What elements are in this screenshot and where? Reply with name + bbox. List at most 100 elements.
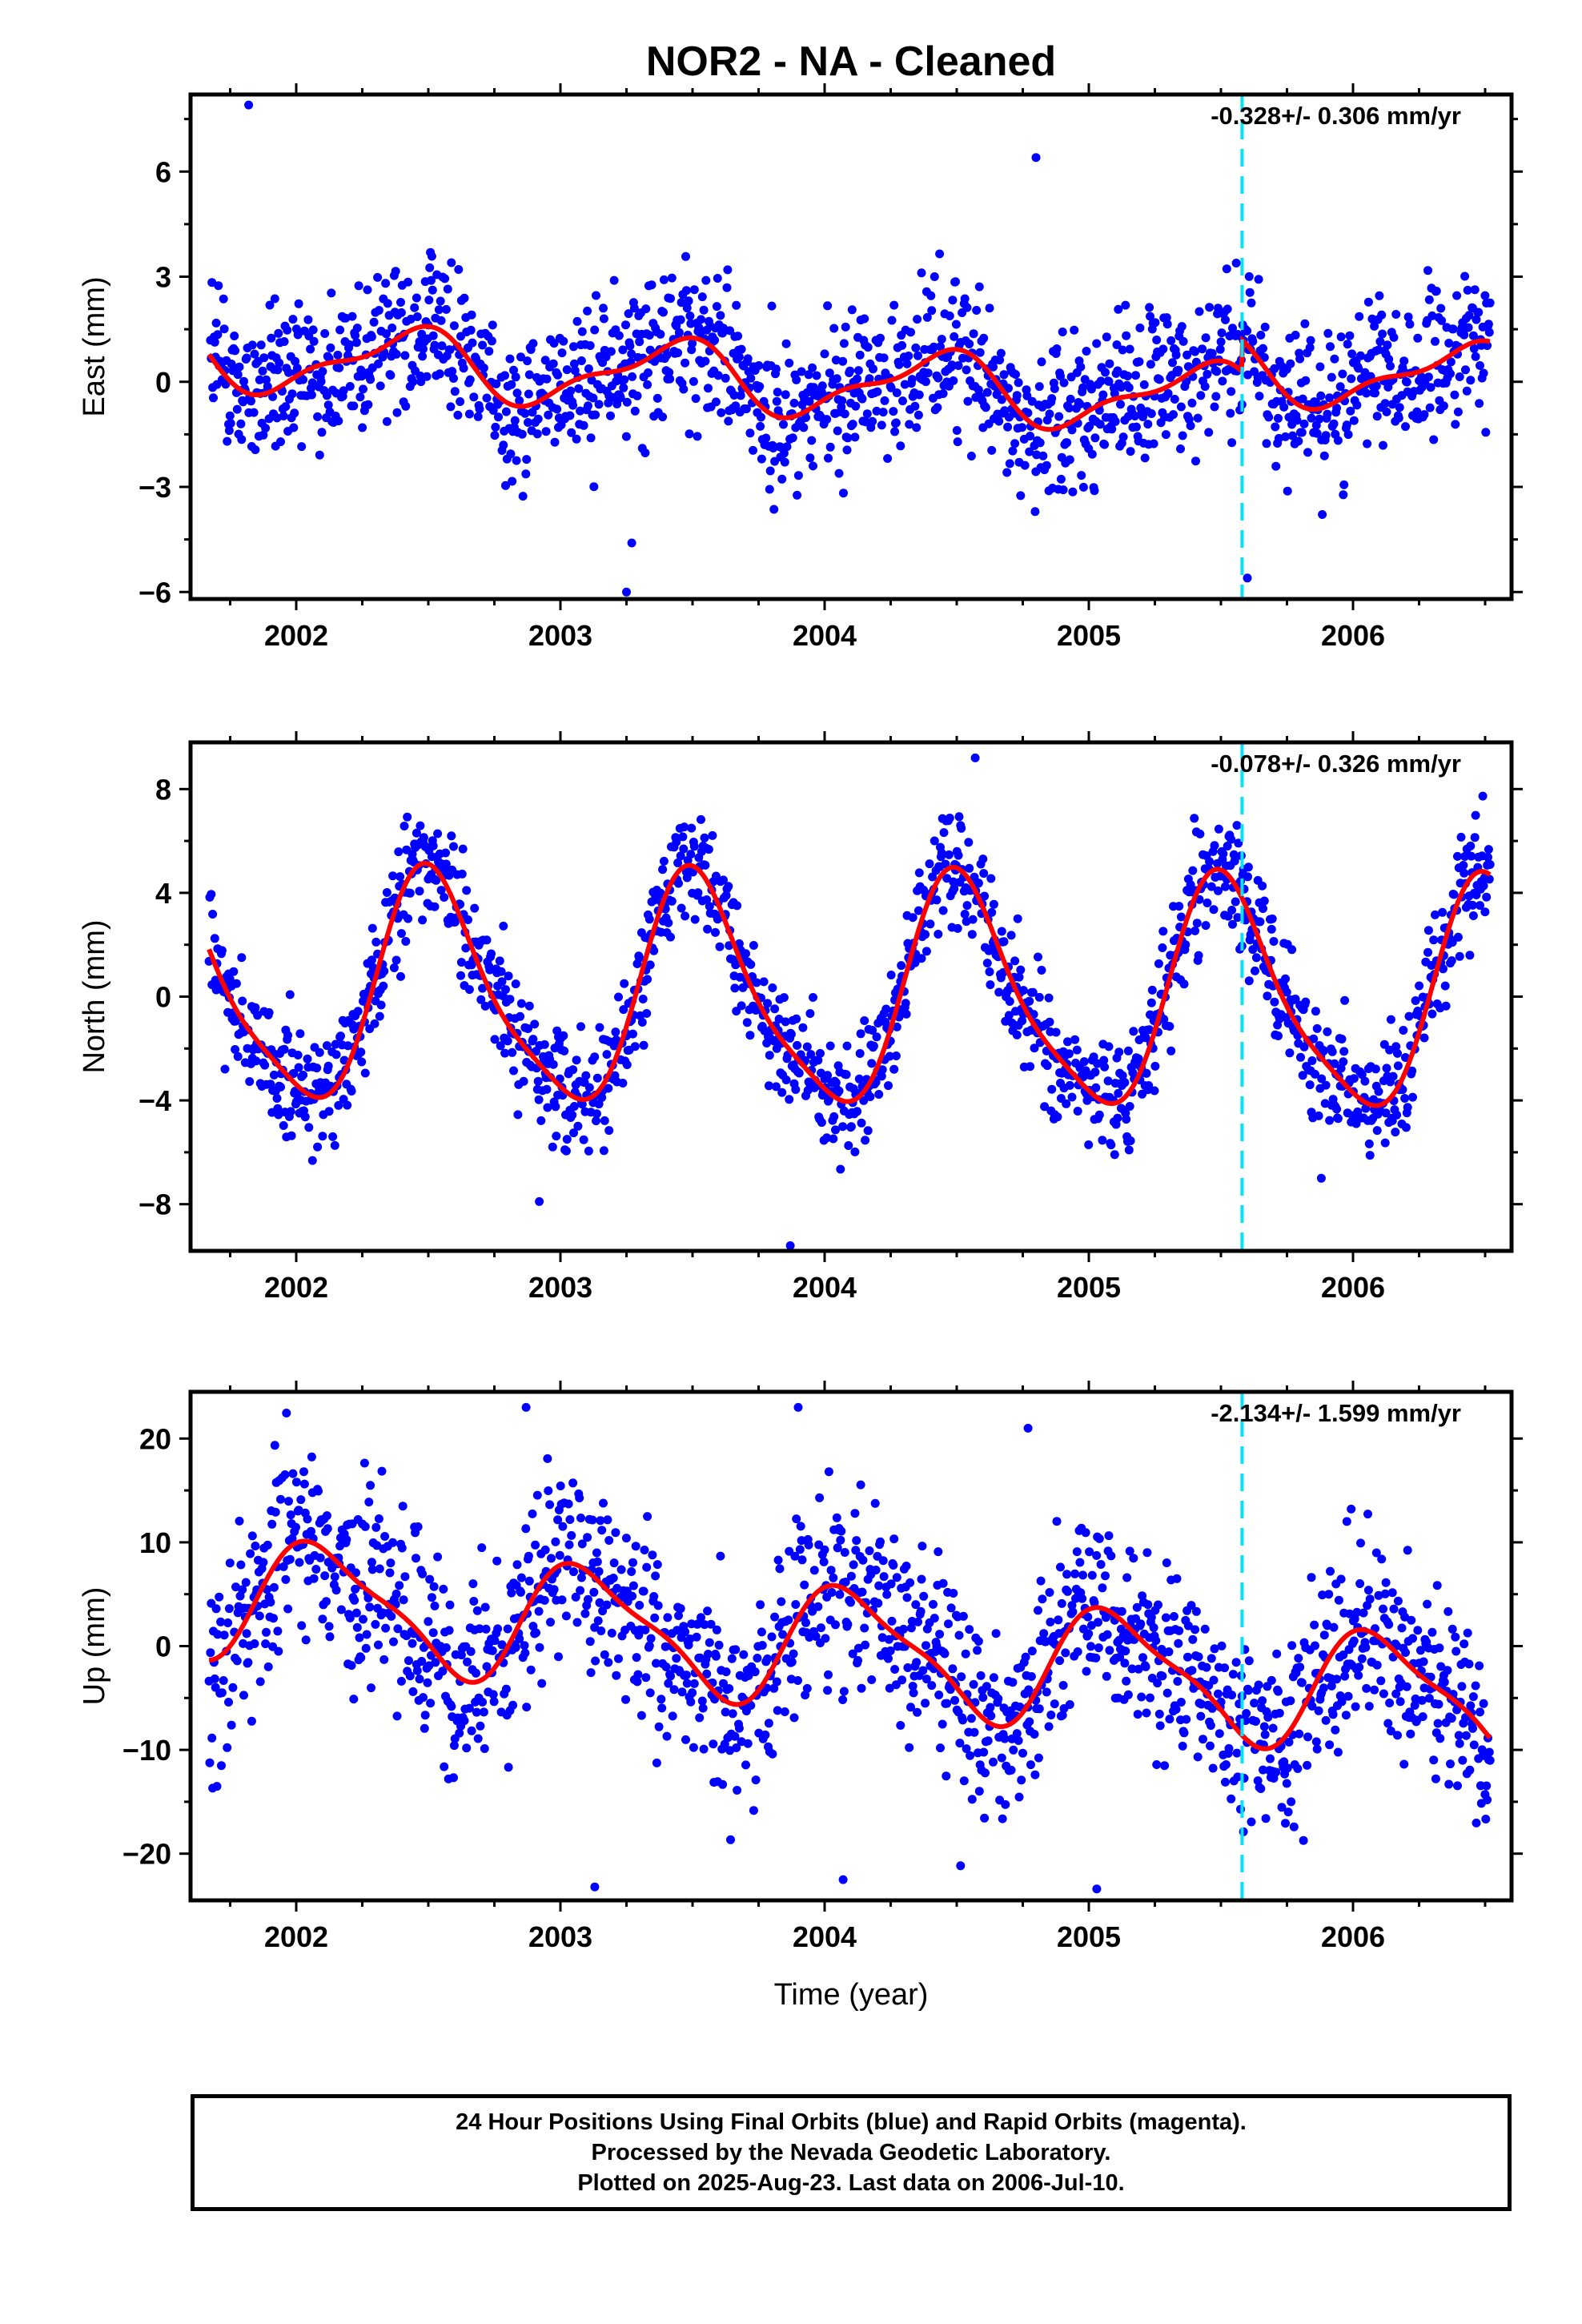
data-point: [856, 1029, 865, 1039]
data-point: [597, 1526, 607, 1535]
data-point: [501, 985, 510, 995]
data-point: [1423, 926, 1433, 935]
data-point: [511, 979, 520, 989]
data-point: [1356, 1538, 1365, 1548]
data-point: [827, 1588, 837, 1597]
data-point: [1172, 1574, 1182, 1583]
data-point: [259, 1558, 268, 1567]
data-point: [1270, 997, 1279, 1007]
data-point: [861, 1136, 870, 1145]
data-point: [968, 915, 978, 924]
data-point: [1417, 1695, 1427, 1705]
data-point: [366, 375, 375, 384]
data-point: [638, 995, 648, 1003]
data-point: [1386, 361, 1395, 371]
data-point: [524, 1024, 532, 1033]
data-point: [410, 303, 420, 312]
data-point: [1355, 1663, 1364, 1672]
data-point: [1158, 344, 1168, 354]
data-point: [1455, 372, 1464, 381]
data-point: [700, 1620, 709, 1630]
data-point: [873, 387, 882, 396]
data-point: [513, 1110, 523, 1120]
data-point: [1122, 1676, 1131, 1686]
data-point: [579, 420, 588, 430]
data-point: [1146, 409, 1156, 418]
data-point: [836, 1164, 845, 1174]
data-point: [1202, 1663, 1211, 1672]
data-point: [313, 412, 323, 421]
data-point: [256, 340, 266, 350]
data-point: [773, 388, 782, 397]
data-point: [1030, 1730, 1039, 1739]
data-point: [593, 1616, 603, 1626]
data-point: [1218, 376, 1227, 386]
data-point: [1014, 972, 1024, 982]
data-point: [1380, 1589, 1390, 1598]
data-point: [367, 332, 376, 342]
data-point: [705, 1638, 714, 1647]
data-point: [1104, 1042, 1114, 1051]
data-point: [666, 1671, 675, 1681]
data-point: [1174, 902, 1184, 911]
data-point: [299, 1070, 308, 1080]
data-point: [716, 1551, 725, 1561]
data-point: [689, 376, 698, 386]
data-point: [1471, 352, 1480, 361]
data-point: [516, 1587, 525, 1597]
data-point: [1208, 1763, 1218, 1773]
data-point: [848, 420, 857, 429]
data-point: [1341, 1711, 1351, 1720]
data-point: [261, 1639, 271, 1649]
data-point: [210, 934, 219, 943]
data-point: [841, 1578, 850, 1586]
data-point: [391, 955, 401, 965]
data-point: [1334, 1595, 1343, 1605]
data-point: [350, 1595, 359, 1605]
data-point: [229, 967, 239, 976]
data-point: [1034, 952, 1042, 962]
data-point: [382, 329, 391, 339]
data-point: [673, 348, 683, 358]
data-point: [682, 1679, 692, 1688]
data-point: [1301, 376, 1311, 385]
data-point: [1347, 374, 1356, 384]
data-point: [757, 1641, 767, 1650]
data-point: [371, 1522, 381, 1532]
data-point: [831, 1078, 841, 1088]
data-point: [1081, 1528, 1090, 1538]
data-point: [1118, 432, 1128, 442]
data-point: [994, 987, 1004, 997]
data-point: [430, 902, 440, 911]
data-point: [320, 1571, 330, 1581]
data-point: [829, 1134, 838, 1144]
data-point: [817, 388, 826, 397]
data-point: [619, 383, 628, 392]
data-point: [711, 927, 720, 937]
data-point: [1079, 1057, 1089, 1067]
data-point: [1292, 416, 1302, 425]
data-point: [730, 1731, 740, 1741]
data-point: [554, 1652, 563, 1662]
data-point: [347, 312, 357, 321]
data-point: [913, 1617, 922, 1626]
data-point: [838, 356, 848, 366]
fit-line-north: [207, 860, 1492, 1108]
data-point: [978, 854, 988, 864]
data-point: [667, 273, 677, 283]
data-point: [746, 373, 756, 383]
data-point: [363, 1593, 373, 1602]
data-point: [869, 1041, 878, 1051]
data-point: [294, 299, 303, 308]
data-point: [874, 1581, 884, 1590]
data-point: [528, 1622, 538, 1631]
data-point: [616, 393, 625, 403]
data-point: [765, 1051, 774, 1060]
data-point: [551, 1537, 560, 1546]
data-point: [1182, 350, 1192, 360]
data-point: [536, 1116, 546, 1125]
data-point: [1243, 862, 1253, 872]
data-point: [689, 285, 699, 295]
data-point: [1158, 1671, 1167, 1681]
data-point: [1464, 311, 1474, 320]
